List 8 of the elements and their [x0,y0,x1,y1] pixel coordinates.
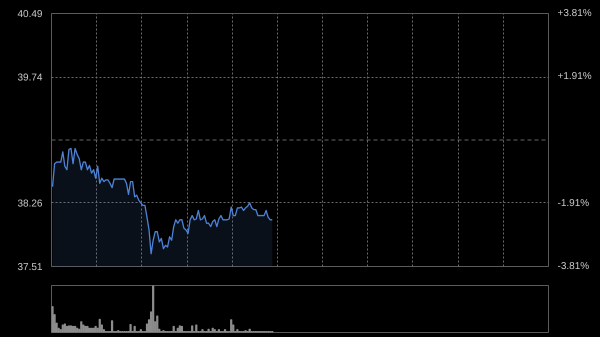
y2-tick-label: +3.81% [558,8,592,19]
y-tick-label: 40.49 [17,9,43,20]
y-tick-label: 37.51 [17,262,43,273]
y2-tick-label: -3.81% [558,261,590,272]
y2-tick-label: +1.91% [558,71,592,82]
y-tick-label: 38.26 [17,198,43,210]
y2-tick-label: -1.91% [558,198,590,209]
y-tick-label: 39.74 [17,72,43,84]
